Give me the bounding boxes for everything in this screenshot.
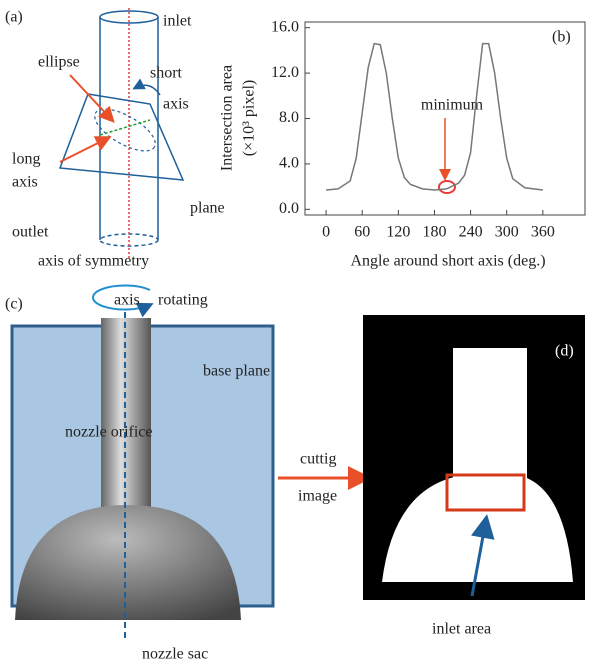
y-axis-label: Intersection area: [219, 65, 236, 171]
label: long: [12, 151, 40, 168]
panel-label: (b): [552, 29, 571, 46]
label: inlet: [163, 13, 192, 30]
label: axis: [114, 292, 140, 309]
x-tick-label: 360: [531, 224, 555, 241]
label: nozzle sac: [142, 646, 208, 663]
label: nozzle orifice: [65, 424, 153, 441]
x-tick-label: 60: [354, 224, 370, 241]
panel-c: (c) axis rotating base plane nozzle orif…: [5, 286, 366, 663]
label: inlet area: [432, 621, 491, 638]
panel-b: (b) Angle around short axis (deg.) Inter…: [219, 18, 585, 269]
label: image: [298, 488, 337, 505]
data-line: [326, 44, 543, 190]
label: outlet: [12, 224, 49, 241]
y-tick-label: 12.0: [271, 64, 299, 81]
y-tick-label: 16.0: [271, 18, 299, 35]
label: axis: [163, 96, 189, 113]
x-tick-label: 180: [422, 224, 446, 241]
annotation-circle: [439, 181, 455, 193]
label: base plane: [203, 363, 270, 380]
x-tick-label: 300: [495, 224, 519, 241]
label: rotating: [158, 292, 208, 309]
label: axis: [12, 174, 38, 191]
y-tick-label: 4.0: [279, 155, 299, 172]
label: ellipse: [38, 54, 80, 71]
figure: (a) inlet ellipse short axis long axis p…: [0, 0, 597, 665]
x-tick-label: 240: [459, 224, 483, 241]
x-tick-label: 120: [386, 224, 410, 241]
panel-label: (d): [555, 343, 574, 360]
short-axis-line: [100, 120, 150, 135]
label: axis of symmetry: [38, 253, 149, 270]
rotation-arrow: [135, 85, 160, 95]
x-tick-label: 0: [322, 224, 330, 241]
x-axis-label: Angle around short axis (deg.): [350, 253, 545, 270]
panel-d: (d) inlet area: [363, 315, 585, 638]
label: plane: [190, 200, 225, 217]
panel-a: (a) inlet ellipse short axis long axis p…: [5, 8, 225, 270]
panel-label: (c): [5, 296, 23, 313]
orifice-section: [453, 348, 527, 483]
y-tick-label: 8.0: [279, 109, 299, 126]
y-axis-label: (×10³ pixel): [241, 80, 258, 156]
panel-label: (a): [5, 9, 23, 26]
label: short: [150, 65, 183, 82]
label: cuttig: [300, 451, 336, 468]
y-tick-label: 0.0: [279, 200, 299, 217]
